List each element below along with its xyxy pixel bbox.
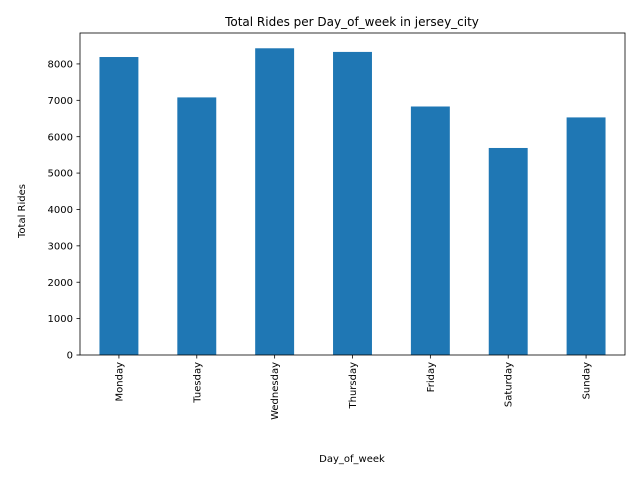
x-tick-label: Thursday: [348, 362, 359, 410]
y-axis: 0 1000 2000 3000 4000 5000 6000 7000 8000: [48, 60, 80, 362]
plot-frame: [79, 32, 626, 356]
y-tick-label: 1000: [48, 314, 73, 325]
x-axis-label: Day_of_week: [319, 454, 385, 465]
y-tick-label: 2000: [48, 278, 73, 289]
x-tick-label: Sunday: [582, 362, 593, 399]
x-tick-label: Tuesday: [192, 362, 203, 404]
bar-friday: [410, 106, 450, 355]
bar-thursday: [333, 51, 372, 356]
y-tick-label: 4000: [48, 205, 73, 216]
x-axis: Monday Tuesday Wednesday Thursday Friday Satu…: [114, 355, 593, 420]
y-tick-label: 0: [67, 351, 73, 362]
y-axis-label: Total Rides: [17, 184, 28, 239]
y-tick-label: 7000: [48, 96, 73, 107]
y-tick-label: 5000: [48, 169, 73, 180]
bar-wednesday: [255, 48, 295, 355]
bar-tuesday: [177, 97, 217, 356]
y-tick-label: 8000: [48, 60, 73, 71]
y-tick-label: 3000: [48, 241, 73, 252]
x-tick-label: Wednesday: [270, 362, 281, 420]
bar-monday: [99, 57, 139, 356]
x-tick-label: Monday: [114, 362, 125, 402]
chart-title: Total Rides per Day_of_week in jersey_ci…: [224, 15, 479, 29]
y-tick-label: 6000: [48, 132, 73, 143]
bar-sunday: [566, 117, 606, 355]
bar-saturday: [488, 147, 528, 355]
x-tick-label: Friday: [426, 362, 437, 392]
x-tick-label: Saturday: [504, 362, 515, 407]
bars-group: [99, 48, 606, 356]
